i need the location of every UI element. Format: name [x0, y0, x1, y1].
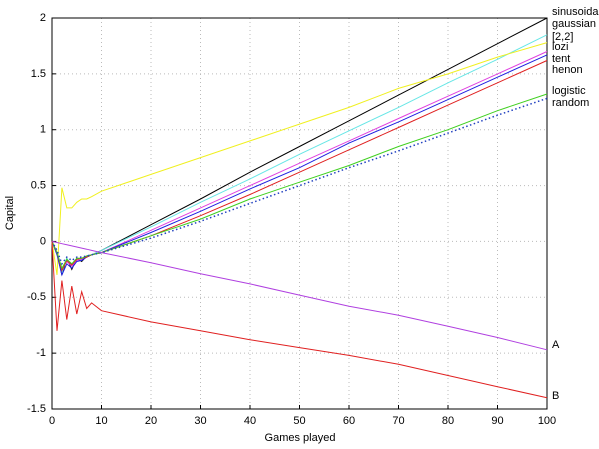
x-tick-label: 20	[145, 415, 157, 427]
series-label: henon	[552, 64, 583, 76]
x-tick-label: 90	[491, 415, 503, 427]
series-line	[51, 51, 548, 271]
series-label: sinusoidal	[552, 6, 599, 18]
plot-frame	[51, 17, 548, 410]
x-tick-label: 30	[194, 415, 206, 427]
y-tick-label: 2	[40, 12, 46, 24]
x-axis-label: Games played	[265, 432, 336, 444]
x-tick-label: 40	[244, 415, 256, 427]
series-label: logistic	[552, 85, 586, 97]
x-tick-label: 70	[392, 415, 404, 427]
y-tick-label: -1	[36, 347, 46, 359]
series-line	[51, 240, 548, 351]
x-tick-label: 0	[49, 415, 55, 427]
x-tick-label: 60	[343, 415, 355, 427]
series-line	[51, 34, 548, 275]
y-tick-label: 1	[40, 124, 46, 136]
y-tick-label: -1.5	[27, 403, 46, 415]
series-line	[51, 17, 548, 276]
x-tick-label: 80	[442, 415, 454, 427]
series-line	[51, 97, 548, 266]
x-tick-label: 50	[293, 415, 305, 427]
y-tick-label: 1.5	[31, 68, 46, 80]
series-label: A	[552, 339, 560, 351]
y-tick-label: -0.5	[27, 291, 46, 303]
series-line	[51, 241, 548, 399]
y-axis-label: Capital	[4, 196, 16, 230]
series-label: lozi	[552, 41, 569, 53]
x-tick-label: 100	[538, 415, 556, 427]
series-label: [2,2]	[552, 31, 573, 43]
series-line	[51, 42, 548, 275]
series-label: B	[552, 390, 559, 402]
series-label: gaussian	[552, 18, 596, 30]
series-label: random	[552, 97, 589, 109]
x-tick-label: 10	[95, 415, 107, 427]
y-tick-label: 0	[40, 235, 46, 247]
y-tick-label: 0.5	[31, 179, 46, 191]
series-label: tent	[552, 53, 570, 65]
